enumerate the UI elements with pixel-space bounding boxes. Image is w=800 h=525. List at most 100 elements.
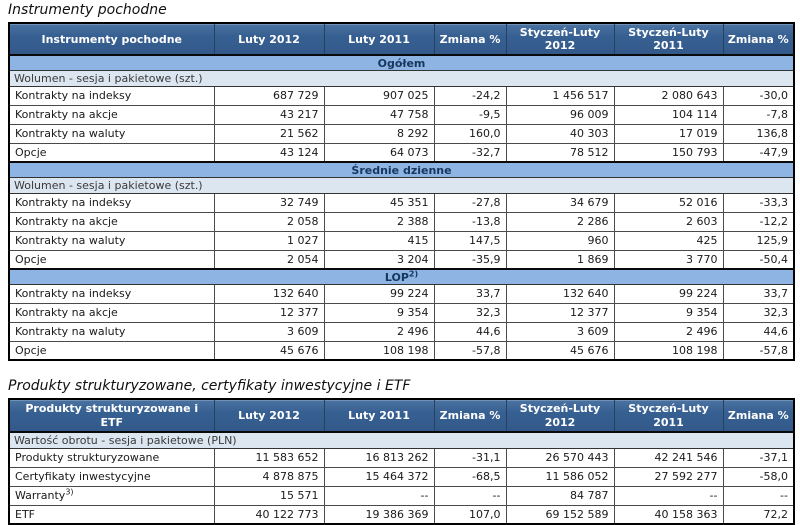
value-cell: --	[722, 485, 795, 506]
value-cell: 1 456 517	[505, 85, 615, 106]
value-cell: 72,2	[722, 504, 795, 525]
section-band-cell: Średnie dzienne	[9, 161, 794, 178]
table-row: Kontrakty na indeksy 132 640 99 224 33,7 132…	[8, 283, 795, 304]
row-label: ETF	[15, 508, 35, 521]
row-label-cell: Kontrakty na akcje	[8, 302, 215, 323]
value-cell: 44,6	[433, 321, 507, 342]
value-cell: 8 292	[323, 123, 435, 144]
value-cell: 11 583 652	[213, 447, 325, 468]
value-cell: -57,8	[433, 340, 507, 361]
row-label-cell: ETF	[8, 504, 215, 525]
column-header: Luty 2012	[213, 22, 325, 57]
value-cell: 44,6	[722, 321, 795, 342]
value-cell: 150 793	[613, 142, 724, 163]
table-row: Kontrakty na indeksy 32 749 45 351 -27,8 34 …	[8, 192, 795, 213]
value-cell: 21 562	[213, 123, 325, 144]
row-label: Kontrakty na akcje	[15, 306, 118, 320]
value-cell: 32,3	[722, 302, 795, 323]
value-cell: 96 009	[505, 104, 615, 125]
value-cell: 43 217	[213, 104, 325, 125]
value-cell: -68,5	[433, 466, 507, 487]
value-cell: 3 770	[613, 249, 724, 270]
value-cell: 19 386 369	[323, 504, 435, 525]
sub-band-row: Wolumen - sesja i pakietowe (szt.)	[9, 70, 794, 87]
value-cell: 40 303	[505, 123, 615, 144]
row-label-cell: Opcje	[8, 142, 215, 163]
row-label-cell: Opcje	[8, 249, 215, 270]
value-cell: 125,9	[722, 230, 795, 251]
column-header: Zmiana %	[433, 398, 507, 433]
column-header: Luty 2011	[323, 22, 435, 57]
row-label: Kontrakty na waluty	[15, 127, 126, 141]
sub-band-label: Wolumen - sesja i pakietowe (szt.)	[9, 177, 794, 194]
table-row: Certyfikaty inwestycyjne 4 878 875 15 464 …	[8, 466, 795, 487]
row-label: Produkty strukturyzowane	[15, 451, 160, 465]
value-cell: -13,8	[433, 211, 507, 232]
value-cell: 32 749	[213, 192, 325, 213]
table-row: Produkty strukturyzowane 11 583 652 16 813…	[8, 447, 795, 468]
value-cell: 2 058	[213, 211, 325, 232]
value-cell: -9,5	[433, 104, 507, 125]
value-cell: 107,0	[433, 504, 507, 525]
value-cell: 78 512	[505, 142, 615, 163]
footnote-reference: 3)	[65, 487, 74, 497]
value-cell: 42 241 546	[613, 447, 724, 468]
header-row: Produkty strukturyzowane i ETF Luty 2012 L…	[8, 398, 795, 433]
table-row: Kontrakty na waluty 21 562 8 292 160,0 40 30…	[8, 123, 795, 144]
sub-band-row: Wartość obrotu - sesja i pakietowe (PLN)	[9, 431, 794, 449]
sub-band-label: Wartość obrotu - sesja i pakietowe (PLN)	[9, 431, 794, 449]
row-label-cell: Kontrakty na indeksy	[8, 192, 215, 213]
row-label-cell: Kontrakty na waluty	[8, 230, 215, 251]
value-cell: 34 679	[505, 192, 615, 213]
value-cell: 1 869	[505, 249, 615, 270]
table-row: ETF 40 122 773 19 386 369 107,0 69 152 589 40…	[8, 504, 795, 525]
value-cell: --	[433, 485, 507, 506]
value-cell: 2 080 643	[613, 85, 724, 106]
value-cell: 33,7	[722, 283, 795, 304]
value-cell: -24,2	[433, 85, 507, 106]
value-cell: -30,0	[722, 85, 795, 106]
value-cell: 136,8	[722, 123, 795, 144]
derivatives-title: Instrumenty pochodne	[8, 2, 167, 18]
structured-products-table: Produkty strukturyzowane i ETF Luty 2012 L…	[8, 398, 795, 525]
value-cell: 45 676	[505, 340, 615, 361]
value-cell: 3 204	[323, 249, 435, 270]
value-cell: 45 676	[213, 340, 325, 361]
sub-band-label: Wolumen - sesja i pakietowe (szt.)	[9, 70, 794, 87]
table-row: Kontrakty na waluty 1 027 415 147,5 960 425 12…	[8, 230, 795, 251]
row-label: Kontrakty na indeksy	[15, 287, 132, 301]
value-cell: 147,5	[433, 230, 507, 251]
column-header: Styczeń-Luty 2011	[613, 398, 724, 433]
value-cell: 132 640	[505, 283, 615, 304]
row-label: Kontrakty na akcje	[15, 108, 118, 122]
row-label-cell: Kontrakty na waluty	[8, 123, 215, 144]
section-band-row: Średnie dzienne	[9, 161, 794, 178]
value-cell: 11 586 052	[505, 466, 615, 487]
row-label: Kontrakty na indeksy	[15, 196, 132, 210]
value-cell: 12 377	[505, 302, 615, 323]
row-label: Opcje	[15, 253, 47, 267]
row-label: Kontrakty na waluty	[15, 234, 126, 248]
column-header: Luty 2011	[323, 398, 435, 433]
section-band-label: LOP	[384, 270, 409, 284]
section-band-row: Ogółem	[9, 54, 794, 71]
section-band-label: Średnie dzienne	[351, 163, 452, 177]
table-row: Kontrakty na indeksy 687 729 907 025 -24,2 1…	[8, 85, 795, 106]
value-cell: 45 351	[323, 192, 435, 213]
column-header: Instrumenty pochodne	[8, 22, 215, 57]
value-cell: 43 124	[213, 142, 325, 163]
table-row: Opcje 45 676 108 198 -57,8 45 676 108 198 -57,…	[8, 340, 795, 361]
value-cell: 40 158 363	[613, 504, 724, 525]
column-header: Zmiana %	[433, 22, 507, 57]
row-label: Opcje	[15, 146, 47, 160]
value-cell: 2 286	[505, 211, 615, 232]
row-label: Kontrakty na akcje	[15, 215, 118, 229]
value-cell: 907 025	[323, 85, 435, 106]
value-cell: 32,3	[433, 302, 507, 323]
row-label-cell: Warranty3)	[8, 485, 215, 506]
column-header: Styczeń-Luty 2012	[505, 398, 615, 433]
derivatives-table: Instrumenty pochodne Luty 2012 Luty 2011 Zm…	[8, 22, 795, 362]
value-cell: 960	[505, 230, 615, 251]
value-cell: 17 019	[613, 123, 724, 144]
value-cell: 15 571	[213, 485, 325, 506]
